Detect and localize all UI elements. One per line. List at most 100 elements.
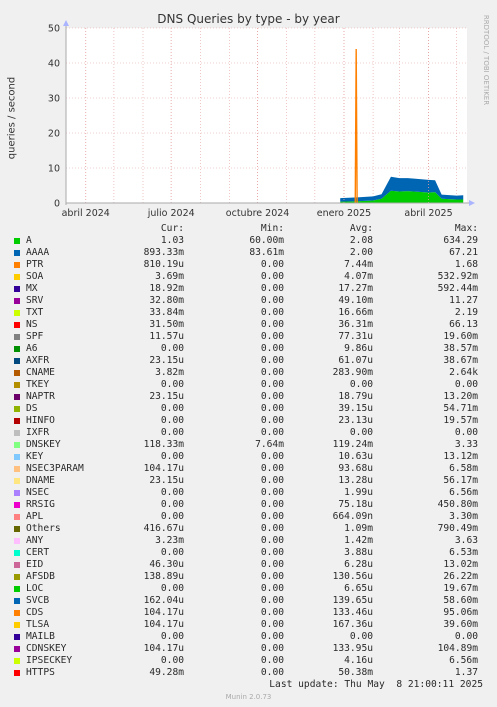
legend-min: 0.00 [260,499,284,510]
legend-cur: 104.17u [143,463,184,474]
legend-max: 38.67m [443,355,478,366]
legend-max: 0.00 [454,631,478,642]
legend-name: CERT [26,547,50,558]
x-tick-label: enero 2025 [317,208,371,219]
legend-swatch [14,610,20,616]
legend-max: 1.37 [454,667,478,678]
legend-swatch [14,670,20,676]
legend-cur: 162.04u [143,595,184,606]
legend-swatch [14,658,20,664]
legend-min: 0.00 [260,583,284,594]
legend-row: AAAA 893.33m 83.61m 2.00 67.21 [0,247,497,259]
legend-avg: 75.18u [338,499,373,510]
legend-swatch [14,646,20,652]
legend-avg: 50.38m [338,667,373,678]
legend-max: 6.53m [449,547,478,558]
legend-avg: 39.15u [338,403,373,414]
legend-header-cur: Cur: [160,223,184,234]
legend-row: NS 31.50m 0.00 36.31m 66.13 [0,319,497,331]
legend-min: 0.00 [260,427,284,438]
legend-cur: 31.50m [149,319,184,330]
legend-avg: 664.09n [332,511,373,522]
legend-row: AFSDB 138.89u 0.00 130.56u 26.22m [0,571,497,583]
legend-avg: 7.44m [344,259,373,270]
legend-swatch [14,478,20,484]
legend-swatch [14,550,20,556]
legend-name: KEY [26,451,44,462]
legend-max: 592.44m [437,283,478,294]
legend-name: SRV [26,295,44,306]
legend-avg: 23.13u [338,415,373,426]
legend-max: 6.56m [449,487,478,498]
legend-avg: 16.66m [338,307,373,318]
legend-name: SVCB [26,595,50,606]
legend-max: 0.00 [454,379,478,390]
legend-min: 0.00 [260,415,284,426]
legend-min: 0.00 [260,547,284,558]
series-area-aaaa [340,176,464,202]
legend-max: 450.80m [437,499,478,510]
legend-row: LOC 0.00 0.00 6.65u 19.67m [0,583,497,595]
legend-cur: 0.00 [160,583,184,594]
legend-row: DNSKEY 118.33m 7.64m 119.24m 3.33 [0,439,497,451]
legend-max: 95.06m [443,607,478,618]
legend-swatch [14,586,20,592]
legend-row: CDNSKEY 104.17u 0.00 133.95u 104.89m [0,643,497,655]
legend-cur: 3.23m [155,535,184,546]
legend-min: 0.00 [260,463,284,474]
legend-cur: 18.92m [149,283,184,294]
legend-avg: 4.07m [344,271,373,282]
legend-min: 0.00 [260,523,284,534]
legend-max: 532.92m [437,271,478,282]
legend: A 1.03 60.00m 2.08 634.29 AAAA 893.33m 83.61m 2.… [0,235,497,679]
y-tick-label: 0 [54,199,60,210]
legend-swatch [14,310,20,316]
legend-min: 0.00 [260,295,284,306]
legend-cur: 3.82m [155,367,184,378]
legend-name: NSEC [26,487,50,498]
legend-header-min: Min: [260,223,284,234]
legend-avg: 283.90m [332,367,373,378]
legend-cur: 0.00 [160,487,184,498]
legend-cur: 893.33m [143,247,184,258]
legend-name: MX [26,283,38,294]
legend-name: TKEY [26,379,50,390]
legend-min: 0.00 [260,595,284,606]
legend-row: DS 0.00 0.00 39.15u 54.71m [0,403,497,415]
legend-cur: 138.89u [143,571,184,582]
legend-swatch [14,454,20,460]
legend-header-avg: Avg: [349,223,373,234]
legend-min: 0.00 [260,403,284,414]
legend-row: RRSIG 0.00 0.00 75.18u 450.80m [0,499,497,511]
legend-name: AXFR [26,355,50,366]
chart-title: DNS Queries by type - by year [157,12,340,26]
legend-cur: 104.17u [143,619,184,630]
y-tick-label: 40 [48,59,60,70]
legend-cur: 33.84m [149,307,184,318]
legend-name: AFSDB [26,571,55,582]
legend-cur: 0.00 [160,415,184,426]
legend-avg: 130.56u [332,571,373,582]
legend-name: NS [26,319,38,330]
legend-max: 58.60m [443,595,478,606]
legend-min: 0.00 [260,559,284,570]
legend-avg: 13.28u [338,475,373,486]
legend-name: NAPTR [26,391,55,402]
legend-name: DNAME [26,475,55,486]
legend-avg: 0.00 [349,427,373,438]
legend-row: TLSA 104.17u 0.00 167.36u 39.60m [0,619,497,631]
legend-cur: 0.00 [160,343,184,354]
legend-swatch [14,490,20,496]
plot-area [66,28,467,203]
legend-swatch [14,634,20,640]
x-tick-label: abril 2025 [404,208,452,219]
legend-row: SRV 32.80m 0.00 49.10m 11.27 [0,295,497,307]
legend-swatch [14,598,20,604]
legend-swatch [14,274,20,280]
legend-name: ANY [26,535,44,546]
legend-row: KEY 0.00 0.00 10.63u 13.12m [0,451,497,463]
legend-row: PTR 810.19u 0.00 7.44m 1.68 [0,259,497,271]
legend-cur: 32.80m [149,295,184,306]
legend-swatch [14,322,20,328]
legend-row: TXT 33.84m 0.00 16.66m 2.19 [0,307,497,319]
